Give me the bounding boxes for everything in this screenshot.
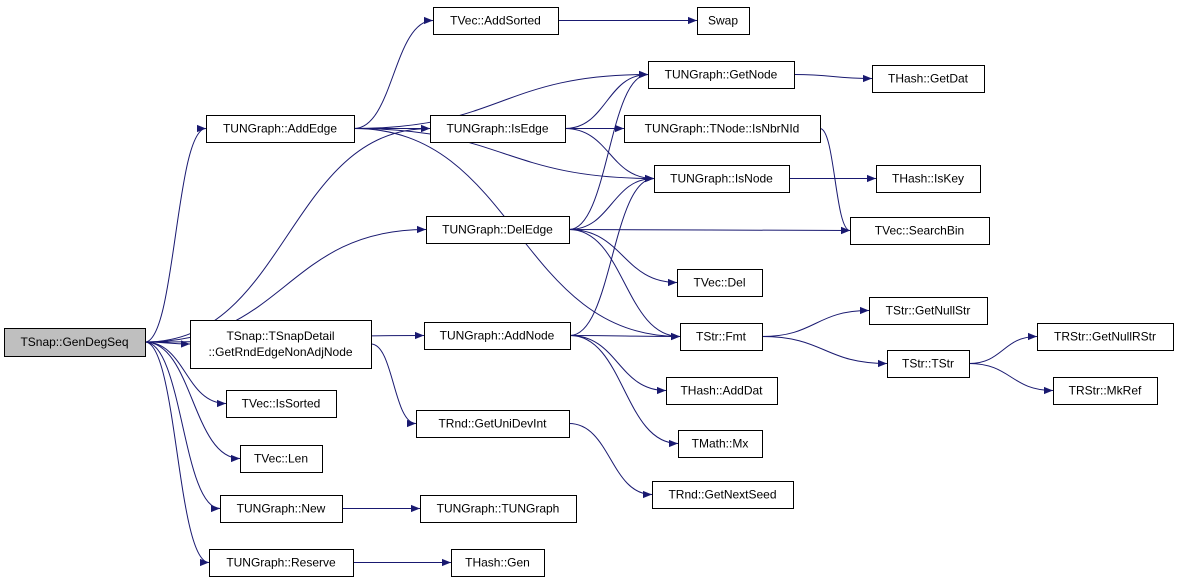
function-node: [697, 7, 750, 35]
call-edge: [569, 335, 667, 395]
function-node: [876, 165, 981, 193]
function-node: [226, 390, 337, 418]
function-label: TMath::Mx: [692, 437, 749, 451]
function-node: [666, 377, 778, 405]
nodes: TSnap::GenDegSeq TUNGraph::AddEdge TVec::A…: [4, 7, 1174, 577]
function-node: [240, 445, 323, 473]
function-node: [4, 328, 146, 357]
function-label: Swap: [708, 14, 738, 28]
function-node: [424, 322, 571, 350]
function-label: TVec::Del: [693, 276, 745, 290]
function-label: TVec::IsSorted: [242, 397, 321, 411]
function-label: THash::Gen: [465, 556, 530, 570]
call-edge: [144, 124, 207, 343]
call-edge: [569, 332, 681, 341]
call-edge: [569, 335, 679, 448]
call-edge: [370, 343, 417, 428]
function-node: [220, 495, 343, 523]
function-label: TRnd::GetNextSeed: [668, 488, 776, 502]
function-label: TStr::Fmt: [696, 330, 747, 344]
function-node: [430, 115, 566, 143]
function-label: TRnd::GetUniDevInt: [438, 417, 547, 431]
function-node: [1053, 377, 1158, 405]
function-label: TUNGraph::Reserve: [226, 556, 336, 570]
call-edge: [968, 332, 1038, 364]
function-label: THash::AddDat: [680, 384, 763, 398]
call-edge: [568, 229, 681, 341]
call-edge: [793, 74, 873, 83]
function-node: [680, 323, 763, 351]
call-edge: [353, 16, 434, 129]
call-edge: [569, 174, 655, 336]
function-label: TSnap::GenDegSeq: [20, 335, 128, 349]
call-edge: [353, 70, 649, 129]
function-node: [887, 350, 970, 378]
function-node: [677, 269, 763, 297]
function-node: [426, 216, 570, 244]
function-node: [209, 549, 354, 577]
function-node: [190, 320, 372, 369]
function-label: TVec::Len: [254, 452, 308, 466]
function-label: TUNGraph::DelEdge: [442, 223, 553, 237]
call-edge: [568, 229, 678, 287]
function-label: TUNGraph::AddEdge: [223, 122, 337, 136]
function-label: TStr::GetNullStr: [886, 304, 971, 318]
function-label: TSnap::TSnapDetail: [226, 329, 334, 343]
call-edge: [144, 341, 241, 463]
function-label: TUNGraph::TNode::IsNbrNId: [645, 122, 800, 136]
function-label: THash::GetDat: [888, 72, 969, 86]
function-label: TVec::AddSorted: [450, 14, 541, 28]
function-node: [420, 495, 577, 523]
function-label: TUNGraph::IsNode: [670, 172, 773, 186]
function-label: TRStr::GetNullRStr: [1054, 330, 1156, 344]
function-node: [872, 65, 985, 93]
function-label: TVec::SearchBin: [875, 224, 964, 238]
call-edge: [144, 341, 210, 567]
function-label: TUNGraph::GetNode: [665, 68, 778, 82]
function-label: TRStr::MkRef: [1069, 384, 1142, 398]
call-edge: [761, 336, 888, 368]
function-node: [648, 61, 795, 89]
function-label: TUNGraph::New: [237, 502, 326, 516]
function-node: [416, 410, 570, 438]
call-edge: [144, 341, 221, 513]
function-node: [206, 115, 355, 143]
function-label: THash::IsKey: [892, 172, 964, 186]
function-node: [652, 481, 794, 509]
call-edge: [761, 306, 870, 337]
function-node: [654, 165, 790, 193]
function-node: [624, 115, 821, 143]
function-label: TUNGraph::TUNGraph: [437, 502, 560, 516]
call-edge: [568, 70, 649, 230]
function-node: [850, 217, 990, 245]
function-node: [451, 549, 545, 577]
call-edge: [968, 363, 1054, 395]
call-edge: [564, 128, 655, 183]
function-label: TStr::TStr: [902, 357, 954, 371]
function-node: [678, 430, 763, 458]
call-edge: [819, 128, 851, 235]
function-label: ::GetRndEdgeNonAdjNode: [208, 345, 352, 359]
call-edge: [568, 423, 653, 499]
function-node: [433, 7, 559, 35]
function-node: [869, 297, 988, 325]
call-edge: [568, 226, 851, 235]
function-label: TUNGraph::AddNode: [440, 329, 555, 343]
edges: [144, 16, 1054, 567]
function-node: [1037, 323, 1174, 351]
function-label: TUNGraph::IsEdge: [446, 122, 548, 136]
call-edge: [568, 174, 655, 230]
call-edge: [564, 70, 649, 129]
